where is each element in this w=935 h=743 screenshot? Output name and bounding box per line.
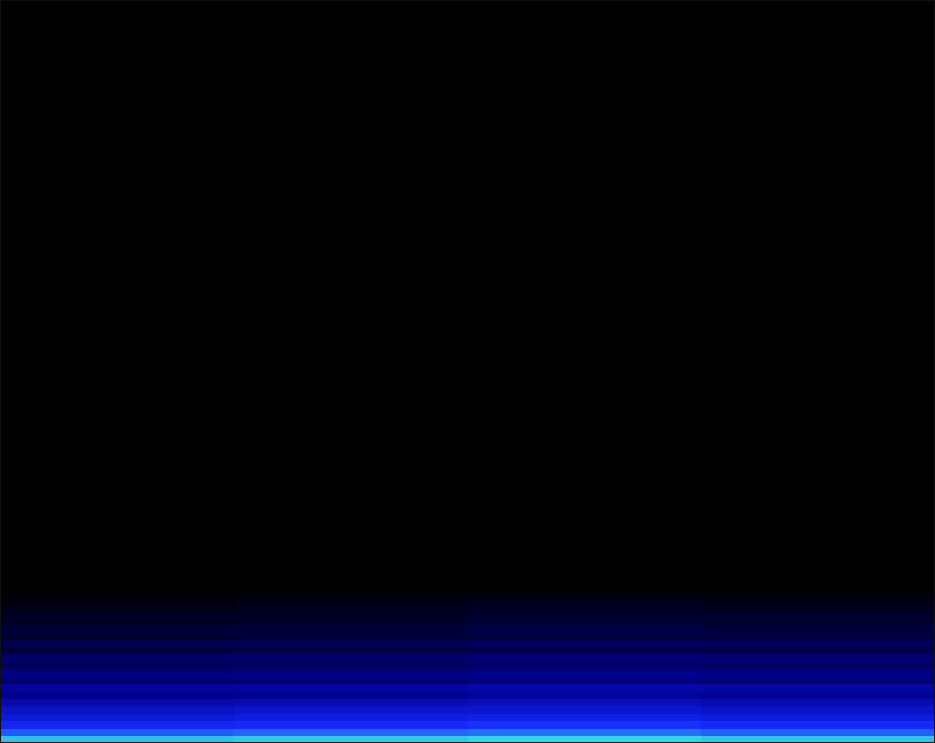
heat-cell xyxy=(468,654,702,662)
heat-cell xyxy=(234,609,468,617)
heat-cell xyxy=(468,646,702,654)
heat-cell xyxy=(0,646,234,654)
heat-cell xyxy=(701,661,935,669)
heat-cell xyxy=(468,602,702,610)
heat-cell xyxy=(234,676,468,684)
heat-cell xyxy=(234,669,468,677)
heat-cell xyxy=(234,624,468,632)
heat-cell xyxy=(701,617,935,625)
heat-cell xyxy=(701,713,935,721)
heat-cell xyxy=(468,691,702,699)
heat-cell xyxy=(701,609,935,617)
spectrogram xyxy=(0,0,935,743)
heat-cell xyxy=(468,609,702,617)
heat-cell xyxy=(701,736,935,743)
heat-cell xyxy=(701,646,935,654)
heat-cell xyxy=(0,676,234,684)
heat-cell xyxy=(701,691,935,699)
heat-cell xyxy=(701,676,935,684)
heat-cell xyxy=(0,736,234,743)
heat-cell xyxy=(234,706,468,714)
heat-cell xyxy=(234,617,468,625)
heat-cell xyxy=(0,632,234,640)
heat-cell xyxy=(0,617,234,625)
heat-cell xyxy=(0,691,234,699)
heat-cell xyxy=(0,728,234,736)
plot-background xyxy=(0,0,935,743)
cells xyxy=(0,594,935,743)
heat-cell xyxy=(468,684,702,692)
heat-cell xyxy=(0,609,234,617)
heat-cell xyxy=(468,661,702,669)
heat-cell xyxy=(234,654,468,662)
heat-cell xyxy=(234,691,468,699)
heat-cell xyxy=(468,624,702,632)
heat-cell xyxy=(701,684,935,692)
heat-cell xyxy=(0,654,234,662)
heat-cell xyxy=(0,698,234,706)
heat-cell xyxy=(701,698,935,706)
heat-cell xyxy=(0,594,234,602)
heat-cell xyxy=(701,602,935,610)
heat-cell xyxy=(468,639,702,647)
heat-cell xyxy=(234,728,468,736)
heat-cell xyxy=(234,632,468,640)
heat-cell xyxy=(234,639,468,647)
heat-cell xyxy=(701,654,935,662)
heat-cell xyxy=(0,706,234,714)
heat-cell xyxy=(0,661,234,669)
heat-cell xyxy=(234,646,468,654)
heat-cell xyxy=(0,602,234,610)
heat-cell xyxy=(0,721,234,729)
heat-cell xyxy=(468,632,702,640)
heat-cell xyxy=(234,661,468,669)
heat-cell xyxy=(234,698,468,706)
heat-cell xyxy=(468,721,702,729)
heat-cell xyxy=(468,706,702,714)
heat-cell xyxy=(701,624,935,632)
heat-cell xyxy=(0,624,234,632)
heat-cell xyxy=(701,728,935,736)
heat-cell xyxy=(701,669,935,677)
heat-cell xyxy=(701,639,935,647)
heat-cell xyxy=(701,594,935,602)
heat-cell xyxy=(0,684,234,692)
heat-cell xyxy=(468,676,702,684)
heat-cell xyxy=(468,736,702,743)
heat-cell xyxy=(468,713,702,721)
heat-cell xyxy=(234,602,468,610)
heat-cell xyxy=(0,713,234,721)
heat-cell xyxy=(701,721,935,729)
heat-cell xyxy=(468,669,702,677)
heat-cell xyxy=(234,684,468,692)
heat-cell xyxy=(0,669,234,677)
heat-cell xyxy=(468,594,702,602)
heat-cell xyxy=(468,698,702,706)
heat-cell xyxy=(701,706,935,714)
heat-cell xyxy=(234,721,468,729)
heat-cell xyxy=(234,594,468,602)
plot-frame xyxy=(1,1,935,743)
heat-cell xyxy=(234,713,468,721)
heat-cell xyxy=(234,736,468,743)
heat-cell xyxy=(468,617,702,625)
heat-cell xyxy=(0,639,234,647)
heat-cell xyxy=(468,728,702,736)
heat-cell xyxy=(701,632,935,640)
